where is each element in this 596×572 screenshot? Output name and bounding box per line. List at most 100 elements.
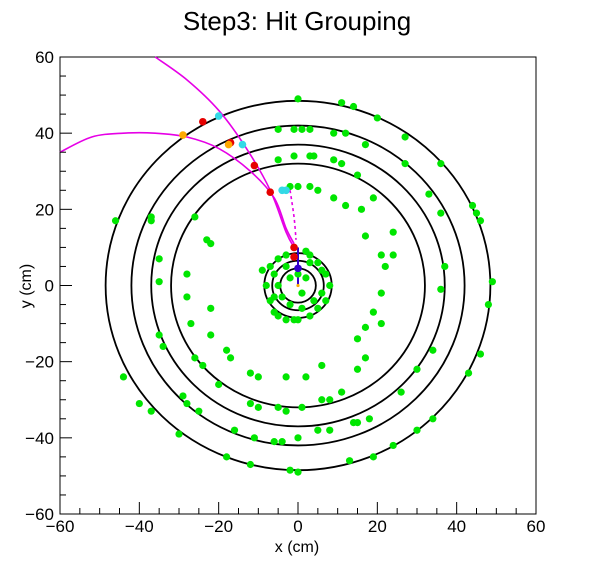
chart-title: Step3: Hit Grouping — [183, 6, 411, 36]
hit-point — [246, 399, 254, 408]
hit-point — [345, 457, 354, 465]
hit-point — [282, 373, 290, 381]
hit-point — [306, 259, 314, 267]
grouped-hit-point — [214, 112, 223, 120]
hit-point — [298, 403, 306, 411]
x-tick-label: 60 — [527, 517, 546, 536]
hit-point — [369, 308, 377, 316]
hit-point — [306, 312, 314, 320]
detector-ring — [170, 162, 426, 409]
grouped-hit-point — [199, 117, 207, 126]
hit-point — [226, 354, 235, 362]
grouped-hit-point — [282, 186, 290, 195]
hit-point — [437, 209, 445, 217]
grouped-hit-point — [238, 140, 247, 149]
hit-point — [365, 415, 373, 423]
hit-point — [119, 373, 128, 381]
hit-point — [429, 415, 437, 423]
hit-point — [298, 289, 306, 297]
x-axis-label: x (cm) — [275, 539, 319, 556]
hit-point — [290, 152, 298, 160]
hit-point — [349, 102, 358, 111]
hit-point — [338, 160, 346, 168]
hit-point — [147, 213, 155, 221]
hit-point — [318, 289, 326, 297]
grouped-hit-point — [250, 161, 259, 170]
hit-point — [294, 95, 302, 103]
hit-point — [270, 270, 278, 278]
detector-ring — [130, 124, 466, 447]
hit-point — [306, 182, 314, 191]
hit-point — [314, 186, 322, 194]
hit-point — [262, 281, 270, 290]
hit-point — [294, 182, 302, 191]
hit-point — [135, 399, 143, 408]
hit-point — [369, 194, 377, 202]
hit-point — [338, 99, 346, 107]
hit-point — [278, 293, 286, 301]
hit-point — [274, 255, 282, 263]
hit-point — [278, 438, 286, 446]
hit-point — [254, 373, 262, 381]
x-tick-label: −60 — [46, 517, 75, 536]
track-curve — [59, 131, 295, 244]
hit-point — [326, 426, 334, 434]
hit-point — [318, 361, 326, 370]
hit-point — [464, 369, 473, 377]
grouped-hit-point — [179, 131, 187, 139]
y-axis: −60 −40 −20 0 20 40 60 — [25, 48, 72, 524]
hit-point — [282, 316, 290, 324]
hit-point — [207, 331, 215, 339]
hit-point — [361, 140, 370, 149]
hit-point — [326, 396, 334, 404]
hit-point — [274, 125, 282, 133]
hit-point — [183, 293, 191, 301]
hit-point — [330, 156, 338, 164]
hit-point — [274, 403, 282, 411]
y-axis-label: y (cm) — [18, 264, 35, 308]
hit-point — [314, 304, 322, 312]
hit-point — [215, 380, 223, 389]
hit-point — [342, 201, 350, 210]
hit-point — [298, 125, 306, 133]
x-tick-label: 0 — [293, 517, 302, 536]
hit-point — [361, 323, 370, 331]
hit-point — [286, 466, 294, 474]
hit-point — [274, 281, 282, 290]
hit-point — [361, 354, 370, 362]
hit-point — [330, 194, 338, 202]
detector-ring — [150, 143, 446, 428]
center-point — [296, 283, 300, 288]
hit-point — [195, 407, 203, 415]
hit-point — [389, 251, 397, 259]
grouped-hit-point — [224, 140, 233, 149]
hit-point — [472, 209, 481, 217]
hit-point — [310, 297, 318, 305]
hit-point — [401, 160, 409, 168]
hit-point — [429, 346, 437, 354]
hit-points — [111, 95, 496, 476]
hit-point — [381, 262, 389, 271]
hit-point — [441, 262, 449, 271]
hit-point — [330, 129, 338, 137]
y-tick-label: 60 — [35, 48, 54, 67]
hit-point — [369, 453, 377, 461]
hit-point — [175, 430, 183, 438]
hit-point — [389, 441, 397, 450]
hit-point — [246, 369, 254, 377]
hit-point — [314, 426, 322, 434]
hit-point — [326, 281, 334, 290]
hit-point — [349, 419, 358, 427]
hit-point — [179, 392, 187, 400]
hit-point — [155, 278, 163, 286]
hit-point — [298, 304, 306, 312]
hit-point — [270, 308, 278, 316]
hit-point — [437, 285, 445, 293]
x-tick-label: −20 — [204, 517, 233, 536]
hit-point — [488, 278, 496, 286]
y-tick-label: −60 — [25, 505, 54, 524]
hit-point — [397, 388, 405, 396]
hit-point — [377, 319, 385, 328]
hit-point — [401, 133, 409, 141]
